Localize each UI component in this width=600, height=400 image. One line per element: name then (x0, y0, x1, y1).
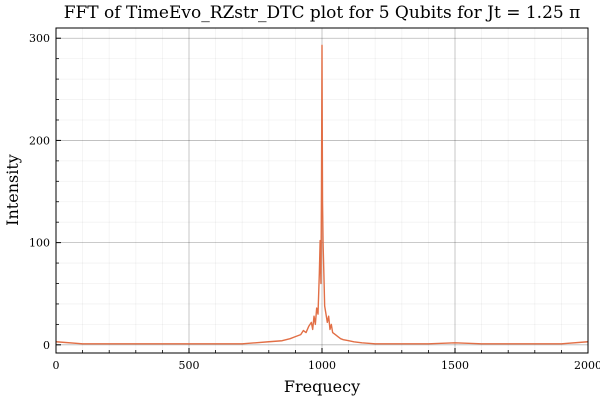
axis-ticks: 0 500 1000 1500 2000 0 100 200 300 (29, 32, 600, 372)
y-tick-label: 0 (43, 339, 50, 352)
x-tick-label: 0 (53, 359, 60, 372)
y-tick-label: 100 (29, 237, 50, 250)
chart-title: FFT of TimeEvo_RZstr_DTC plot for 5 Qubi… (64, 3, 581, 23)
x-tick-label: 1500 (441, 359, 469, 372)
x-tick-label: 1000 (308, 359, 336, 372)
series-line-0 (55, 44, 589, 345)
x-tick-label: 2000 (574, 359, 600, 372)
x-tick-label: 500 (179, 359, 200, 372)
x-axis-label: Frequecy (284, 377, 360, 396)
y-tick-label: 200 (29, 134, 50, 147)
y-tick-label: 300 (29, 32, 50, 45)
data-series (55, 44, 589, 345)
y-axis-label: Intensity (3, 154, 22, 226)
